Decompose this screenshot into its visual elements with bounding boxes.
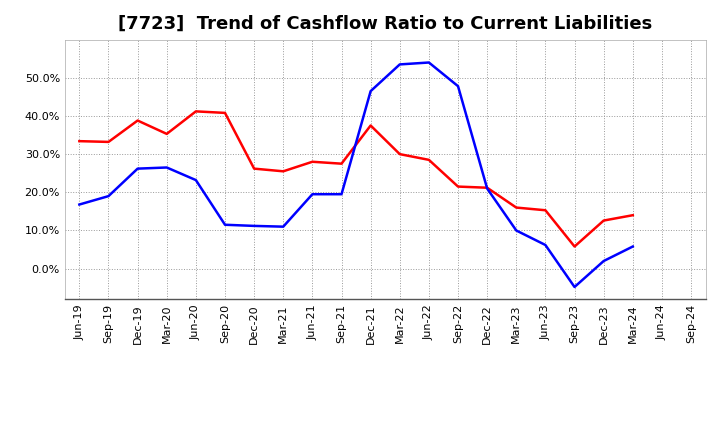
Free CF to Current Liabilities [425, 60, 433, 65]
Operating CF to Current Liabilities [308, 159, 317, 165]
Operating CF to Current Liabilities [366, 123, 375, 128]
Operating CF to Current Liabilities [454, 184, 462, 189]
Free CF to Current Liabilities [629, 244, 637, 249]
Operating CF to Current Liabilities [570, 244, 579, 249]
Operating CF to Current Liabilities [599, 218, 608, 223]
Free CF to Current Liabilities [220, 222, 229, 227]
Free CF to Current Liabilities [163, 165, 171, 170]
Operating CF to Current Liabilities [512, 205, 521, 210]
Free CF to Current Liabilities [279, 224, 287, 229]
Operating CF to Current Liabilities [220, 110, 229, 116]
Free CF to Current Liabilities [483, 186, 492, 191]
Free CF to Current Liabilities [337, 191, 346, 197]
Free CF to Current Liabilities [454, 84, 462, 89]
Operating CF to Current Liabilities [279, 169, 287, 174]
Free CF to Current Liabilities [250, 223, 258, 228]
Line: Operating CF to Current Liabilities: Operating CF to Current Liabilities [79, 111, 633, 246]
Free CF to Current Liabilities [512, 228, 521, 233]
Operating CF to Current Liabilities [337, 161, 346, 166]
Operating CF to Current Liabilities [250, 166, 258, 171]
Operating CF to Current Liabilities [541, 208, 550, 213]
Free CF to Current Liabilities [133, 166, 142, 171]
Operating CF to Current Liabilities [629, 213, 637, 218]
Free CF to Current Liabilities [395, 62, 404, 67]
Free CF to Current Liabilities [75, 202, 84, 207]
Free CF to Current Liabilities [308, 191, 317, 197]
Line: Free CF to Current Liabilities: Free CF to Current Liabilities [79, 62, 633, 287]
Operating CF to Current Liabilities [395, 151, 404, 157]
Free CF to Current Liabilities [104, 194, 113, 199]
Free CF to Current Liabilities [192, 177, 200, 183]
Operating CF to Current Liabilities [483, 185, 492, 191]
Operating CF to Current Liabilities [425, 157, 433, 162]
Free CF to Current Liabilities [599, 258, 608, 264]
Free CF to Current Liabilities [541, 242, 550, 248]
Operating CF to Current Liabilities [163, 131, 171, 136]
Operating CF to Current Liabilities [75, 139, 84, 144]
Free CF to Current Liabilities [570, 284, 579, 290]
Operating CF to Current Liabilities [192, 109, 200, 114]
Operating CF to Current Liabilities [133, 118, 142, 123]
Title: [7723]  Trend of Cashflow Ratio to Current Liabilities: [7723] Trend of Cashflow Ratio to Curren… [118, 15, 652, 33]
Operating CF to Current Liabilities [104, 139, 113, 145]
Free CF to Current Liabilities [366, 88, 375, 94]
